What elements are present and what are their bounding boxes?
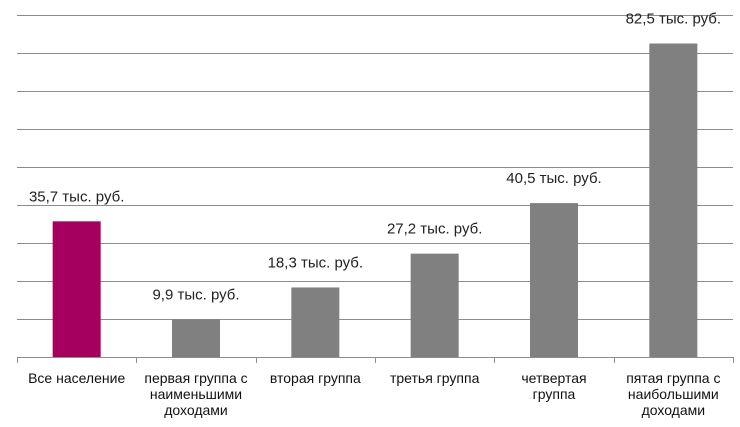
category-label-4: четвертая группа <box>521 370 586 402</box>
data-label-2: 18,3 тыс. руб. <box>268 254 363 271</box>
data-labels: 35,7 тыс. руб. 9,9 тыс. руб. 18,3 тыс. руб… <box>29 11 721 304</box>
category-label-line: группа <box>533 386 576 402</box>
bar-0 <box>52 221 101 357</box>
category-label-5: пятая группа с наибольшими доходами <box>626 370 720 418</box>
category-label-2: вторая группа <box>270 370 361 386</box>
bars <box>52 43 698 357</box>
category-label-line: доходами <box>164 402 228 418</box>
category-label-line: наименьшими <box>150 386 242 402</box>
data-label-5: 82,5 тыс. руб. <box>626 11 721 28</box>
category-label-3: третья группа <box>390 370 480 386</box>
bar-5 <box>649 43 698 357</box>
category-label-line: четвертая <box>521 370 586 386</box>
bar-2 <box>291 287 340 357</box>
category-label-line: пятая группа с <box>626 370 720 386</box>
data-label-4: 40,5 тыс. руб. <box>506 170 601 187</box>
category-labels: Все население первая группа с наименьшими д… <box>28 370 720 418</box>
bar-3 <box>410 253 459 357</box>
data-label-1: 9,9 тыс. руб. <box>152 286 239 303</box>
category-label-line: вторая группа <box>270 370 361 386</box>
category-label-line: первая группа с <box>144 370 247 386</box>
data-label-3: 27,2 тыс. руб. <box>387 221 482 238</box>
category-label-line: доходами <box>642 402 706 418</box>
category-label-line: третья группа <box>390 370 480 386</box>
category-label-line: наибольшими <box>628 386 719 402</box>
data-label-0: 35,7 тыс. руб. <box>29 188 124 205</box>
category-label-1: первая группа с наименьшими доходами <box>144 370 247 418</box>
gridlines <box>17 15 733 320</box>
category-label-0: Все население <box>28 370 125 386</box>
x-axis <box>17 357 734 363</box>
category-label-line: Все население <box>28 370 125 386</box>
bar-4 <box>530 203 578 357</box>
bar-1 <box>172 319 220 357</box>
